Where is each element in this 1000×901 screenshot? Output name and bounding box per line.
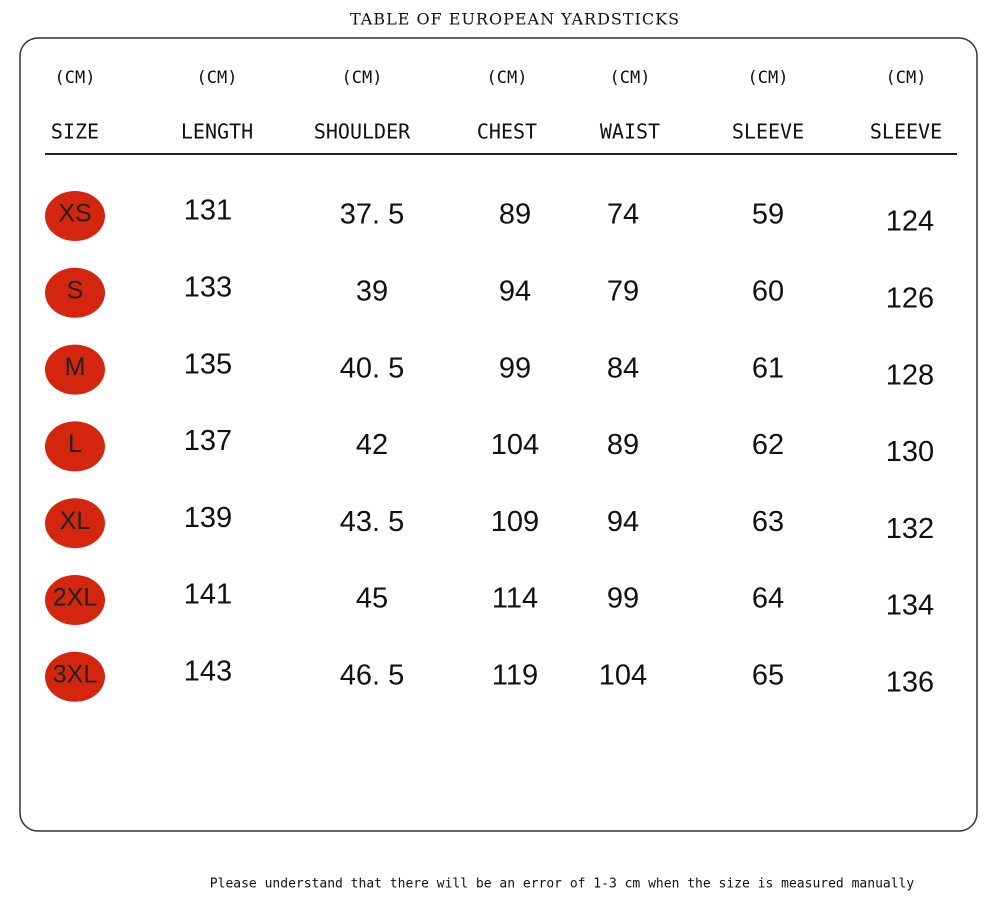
table-cell: 114 [492, 583, 538, 615]
table-cell: 62 [752, 429, 784, 461]
size-badge [45, 267, 105, 318]
table-cell: 79 [607, 275, 639, 307]
table-cell: 104 [491, 429, 539, 461]
table-cell: 46. 5 [340, 659, 405, 691]
table-cell: 141 [184, 579, 232, 611]
size-label: L [68, 430, 82, 458]
table-cell: 39 [356, 275, 388, 307]
table-cell: 143 [184, 655, 232, 687]
unit-label: (CM) [55, 68, 96, 88]
column-header: SLEEVE [732, 120, 804, 144]
table-cell: 133 [184, 271, 232, 303]
table-cell: 74 [607, 199, 639, 231]
title: TABLE OF EUROPEAN YARDSTICKS [350, 10, 680, 29]
table-cell: 84 [607, 352, 639, 384]
unit-label: (CM) [487, 68, 528, 88]
size-label: M [65, 353, 86, 381]
size-label: 2XL [53, 584, 98, 612]
column-header: CHEST [477, 120, 537, 144]
table-cell: 42 [356, 429, 388, 461]
table-cell: 104 [599, 659, 647, 691]
table-cell: 126 [886, 282, 934, 314]
column-header: LENGTH [181, 120, 253, 144]
size-badge [45, 421, 105, 472]
table-cell: 99 [607, 583, 639, 615]
table: (CM) (CM) (CM) (CM) (CM) (CM) (CM) SIZE LENGTH SH… [45, 68, 942, 702]
table-cell: 137 [184, 425, 232, 457]
column-header: SLEEVE [870, 120, 942, 144]
table-cell: 124 [886, 206, 934, 238]
unit-label: (CM) [748, 68, 789, 88]
note: Please understand that there will be an … [210, 877, 915, 892]
column-header: SIZE [51, 120, 99, 144]
table-cell: 94 [607, 506, 639, 538]
table-cell: 119 [492, 659, 538, 691]
table-cell: 132 [886, 513, 934, 545]
table-cell: 89 [607, 429, 639, 461]
size-label: 3XL [53, 660, 98, 688]
table-cell: 94 [499, 275, 531, 307]
size-badge [45, 344, 105, 395]
table-cell: 134 [886, 590, 934, 622]
size-label: XL [60, 507, 91, 535]
table-cell: 128 [886, 359, 934, 391]
size-label: S [67, 276, 84, 304]
table-cell: 59 [752, 199, 784, 231]
column-header: SHOULDER [314, 120, 411, 144]
size-badge [45, 575, 105, 625]
size-badge [45, 651, 105, 702]
table-cell: 89 [499, 199, 531, 231]
table-cell: 99 [499, 352, 531, 384]
unit-label: (CM) [197, 68, 238, 88]
table-cell: 139 [184, 502, 232, 534]
unit-label: (CM) [342, 68, 383, 88]
table-cell: 135 [184, 348, 232, 380]
table-cell: 61 [752, 352, 784, 384]
table-cell: 65 [752, 659, 784, 691]
table-cell: 64 [752, 583, 784, 615]
table-cell: 131 [184, 195, 232, 227]
table-cell: 130 [886, 436, 934, 468]
unit-label: (CM) [886, 68, 927, 88]
table-frame [19, 37, 978, 832]
table-cell: 63 [752, 506, 784, 538]
table-cell: 60 [752, 275, 784, 307]
size-badge [45, 498, 105, 549]
unit-label: (CM) [610, 68, 651, 88]
table-cell: 45 [356, 583, 388, 615]
table-cell: 136 [886, 666, 934, 698]
table-cell: 109 [491, 506, 539, 538]
table-cell: 37. 5 [340, 199, 405, 231]
table-cell: 43. 5 [340, 506, 405, 538]
size-label: XS [58, 200, 91, 228]
table-cell: 40. 5 [340, 352, 405, 384]
size-badge [45, 191, 105, 241]
column-header: WAIST [600, 120, 660, 144]
